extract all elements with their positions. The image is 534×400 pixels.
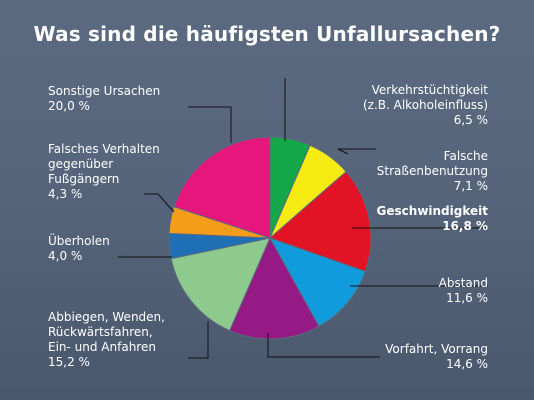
slice-label-text: Verkehrstüchtigkeit bbox=[371, 83, 488, 97]
slice-label-text: Rückwärtsfahren, bbox=[48, 325, 153, 339]
pie-slice bbox=[173, 136, 271, 239]
slice-label: Falsche Straßenbenutzung 7,1 % bbox=[377, 149, 488, 194]
leader-line bbox=[188, 106, 232, 143]
slice-label: Vorfahrt, Vorrang 14,6 % bbox=[385, 342, 488, 372]
slice-label-text: Sonstige Ursachen bbox=[48, 84, 161, 98]
slice-label-text: Fußgängern bbox=[48, 172, 120, 186]
pie-slice bbox=[170, 237, 271, 332]
slice-label-text: Falsche bbox=[443, 149, 488, 163]
slice-label-text: (z.B. Alkoholeinfluss) bbox=[362, 98, 488, 112]
slice-value-label: 7,1 % bbox=[453, 179, 488, 193]
slice-label-text: Straßenbenutzung bbox=[376, 164, 488, 178]
leader-line bbox=[144, 193, 175, 213]
slice-label-text: Falsches Verhalten bbox=[48, 142, 160, 156]
leader-line bbox=[267, 333, 380, 358]
slice-label-text: Abbiegen, Wenden, bbox=[48, 310, 165, 324]
slice-value-label: 14,6 % bbox=[446, 357, 488, 371]
leader-line bbox=[188, 321, 209, 359]
pie-slice bbox=[268, 237, 366, 328]
slice-value-label: 20,0 % bbox=[48, 99, 90, 113]
slice-value-label: 15,2 % bbox=[48, 355, 90, 369]
slice-label-text: gegenüber bbox=[48, 157, 114, 171]
slice-label: Verkehrstüchtigkeit (z.B. Alkoholeinfluss… bbox=[363, 83, 488, 128]
leader-line bbox=[337, 148, 376, 155]
slice-value-label: 4,0 % bbox=[48, 249, 83, 263]
slice-label: Geschwindigkeit 16,8 % bbox=[377, 204, 488, 234]
slice-value-label: 11,6 % bbox=[446, 291, 488, 305]
slice-label: Falsches Verhalten gegenüber Fußgängern 4,3… bbox=[48, 142, 160, 202]
slice-label: Abbiegen, Wenden, Rückwärtsfahren, Ein- un… bbox=[48, 310, 165, 370]
slice-label-text: Vorfahrt, Vorrang bbox=[385, 342, 488, 356]
page-title: Was sind die häufigsten Unfallursachen? bbox=[33, 22, 501, 46]
slice-label-text: Überholen bbox=[48, 234, 110, 248]
slice-label: Sonstige Ursachen 20,0 % bbox=[48, 84, 160, 114]
slice-value-label: 4,3 % bbox=[48, 187, 83, 201]
slice-label-text: Geschwindigkeit bbox=[376, 204, 488, 218]
slice-label-text: Ein- und Anfahren bbox=[48, 340, 156, 354]
slice-value-label: 6,5 % bbox=[453, 113, 488, 127]
slice-label: Überholen 4,0 % bbox=[48, 234, 110, 264]
slice-value-label: 16,8 % bbox=[442, 219, 488, 233]
pie-slice bbox=[228, 236, 320, 340]
slice-label: Abstand 11,6 % bbox=[439, 276, 488, 306]
slice-label-text: Abstand bbox=[438, 276, 488, 290]
